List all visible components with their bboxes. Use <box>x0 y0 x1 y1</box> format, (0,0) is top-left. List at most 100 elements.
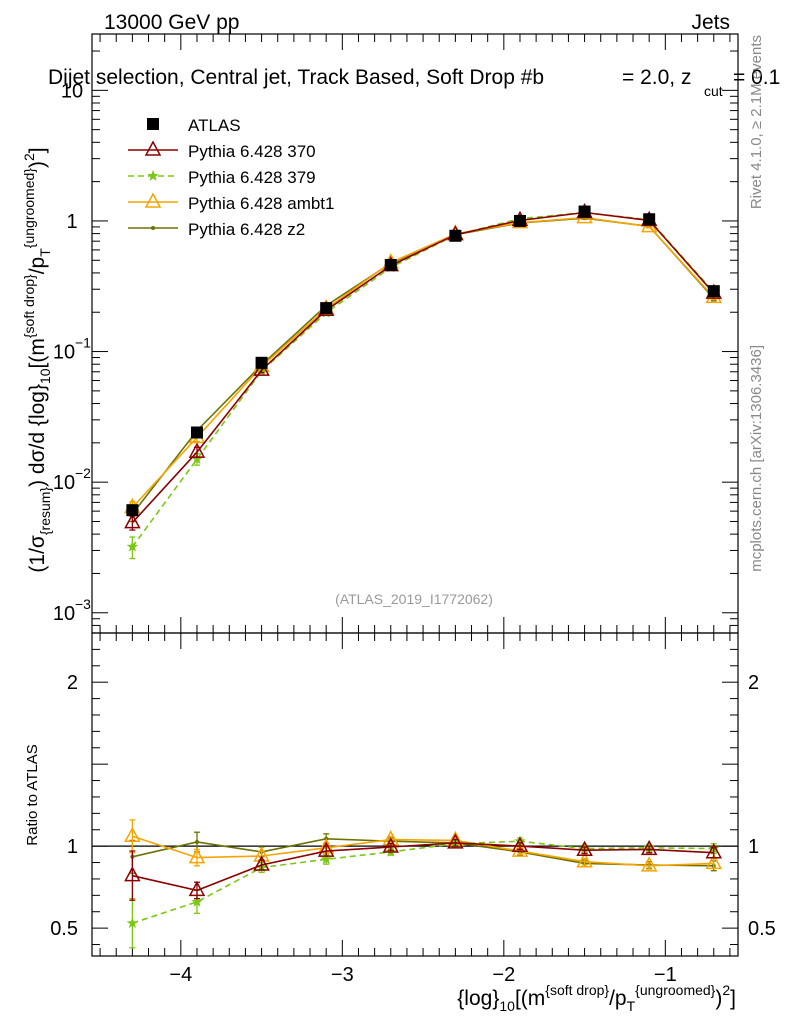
data-point <box>188 880 206 897</box>
ratio-panel-frame <box>91 632 739 957</box>
y-tick-label-ratio: 2 <box>67 672 78 694</box>
x-tick-label: −2 <box>492 964 515 986</box>
y-tick-label-ratio: 1 <box>67 836 78 858</box>
data-point <box>640 856 658 872</box>
data-point <box>320 302 333 315</box>
y-tick-label-exponent: −3 <box>75 596 91 612</box>
data-point <box>194 840 199 845</box>
series-p370 <box>124 833 723 901</box>
analysis-watermark: (ATLAS_2019_I1772062) <box>335 591 493 607</box>
main-plot-area <box>124 202 723 560</box>
title-cut: cut <box>704 83 723 99</box>
energy-label: 13000 GeV pp <box>104 11 239 34</box>
legend-label: ATLAS <box>188 116 241 135</box>
data-point <box>124 826 141 843</box>
series-line-p379 <box>131 211 715 548</box>
y-axis-label-main: (1/σ{resum}) dσ/d {log}10[(m{soft drop}/… <box>21 147 53 572</box>
legend-label: Pythia 6.428 ambt1 <box>188 194 334 213</box>
legend-marker <box>147 118 159 130</box>
data-point <box>513 214 526 227</box>
series-line-p379 <box>132 840 714 924</box>
data-point <box>124 866 141 882</box>
legend-label: Pythia 6.428 370 <box>188 142 316 161</box>
legend-entry-z2: Pythia 6.428 z2 <box>128 220 305 239</box>
legend: ATLAS Pythia 6.428 370 Pythia 6.428 379 Pyt… <box>128 116 334 239</box>
series-p379 <box>126 835 720 949</box>
legend-marker <box>144 192 162 208</box>
series-line-ambt1 <box>132 835 714 867</box>
series-line-z2 <box>132 837 714 867</box>
series-p379 <box>126 206 720 560</box>
y-tick-label-ratio: 0.5 <box>50 918 78 940</box>
legend-entry-atlas: ATLAS <box>147 116 241 135</box>
title-end: = 0.1 <box>733 66 780 89</box>
data-point <box>511 836 529 852</box>
series-line-p370 <box>131 211 715 524</box>
legend-marker <box>151 226 155 230</box>
legend-entry-ambt1: Pythia 6.428 ambt1 <box>128 192 334 213</box>
data-point <box>705 843 723 859</box>
series-ambt1 <box>124 208 723 515</box>
data-point <box>643 213 656 226</box>
title-beta: = 2.0, z <box>622 66 691 89</box>
y-tick-label-main: 10 <box>61 80 83 102</box>
data-point <box>320 853 332 865</box>
data-point <box>578 205 591 218</box>
data-point <box>640 839 658 856</box>
data-point <box>191 895 203 907</box>
y-axis-label-ratio: Ratio to ATLAS <box>24 744 41 845</box>
data-point <box>253 855 270 871</box>
y-tick-label-ratio-right: 0.5 <box>748 918 776 940</box>
data-point <box>190 426 203 439</box>
y-tick-label-ratio-right: 1 <box>748 836 759 858</box>
series-line-ambt1 <box>131 216 715 509</box>
y-tick-label-ratio-right: 2 <box>748 672 759 694</box>
data-point <box>511 841 529 857</box>
y-tick-label-main: 10 <box>53 342 75 364</box>
data-point <box>126 917 139 929</box>
data-point <box>188 848 206 864</box>
series-atlas <box>126 205 720 518</box>
x-tick-label: −1 <box>654 964 677 986</box>
ratio-y-axis: 0.5 0.5 1 1 2 2 <box>50 648 776 946</box>
plot-title: Dijet selection, Central jet, Track Base… <box>48 66 780 99</box>
series-ambt1 <box>124 819 723 872</box>
x-tick-label: −4 <box>169 964 192 986</box>
series-line-z2 <box>131 217 715 515</box>
data-point <box>576 840 593 856</box>
data-point <box>707 285 720 298</box>
data-point <box>124 513 141 529</box>
data-point <box>514 835 526 847</box>
legend-entry-p379: Pythia 6.428 379 <box>128 168 316 187</box>
data-point <box>384 258 397 271</box>
x-axis: −4 −3 −2 −1 <box>99 34 731 986</box>
y-tick-label-main: 10 <box>53 603 75 625</box>
data-point <box>382 837 400 853</box>
data-point <box>188 442 206 458</box>
ratio-plot-area <box>124 819 723 949</box>
series-z2 <box>129 216 717 523</box>
y-tick-label-main: 1 <box>66 211 77 233</box>
data-point <box>576 852 593 868</box>
legend-marker <box>147 170 159 181</box>
series-line-p370 <box>132 842 714 892</box>
title-main: Dijet selection, Central jet, Track Base… <box>48 66 544 89</box>
legend-label: Pythia 6.428 z2 <box>188 220 305 239</box>
series-p370 <box>124 202 723 531</box>
y-tick-label-main: 10 <box>53 472 75 494</box>
legend-marker <box>144 140 162 156</box>
data-point <box>447 833 464 849</box>
data-point <box>705 853 723 870</box>
x-axis-label: {log}10[(m{soft drop}/pT{ungroomed})2] <box>457 982 736 1014</box>
mcplots-citation-text: mcplots.cern.ch [arXiv:1306.3436] <box>748 345 765 572</box>
data-point <box>191 453 203 464</box>
data-point <box>255 356 268 369</box>
rivet-version-text: Rivet 4.1.0, ≥ 2.1M events <box>748 35 765 209</box>
data-point <box>126 540 139 552</box>
y-tick-label-exponent: −1 <box>75 335 91 351</box>
y-tick-label-exponent: −2 <box>75 465 91 481</box>
series-z2 <box>129 831 717 874</box>
legend-entry-p370: Pythia 6.428 370 <box>128 140 316 161</box>
